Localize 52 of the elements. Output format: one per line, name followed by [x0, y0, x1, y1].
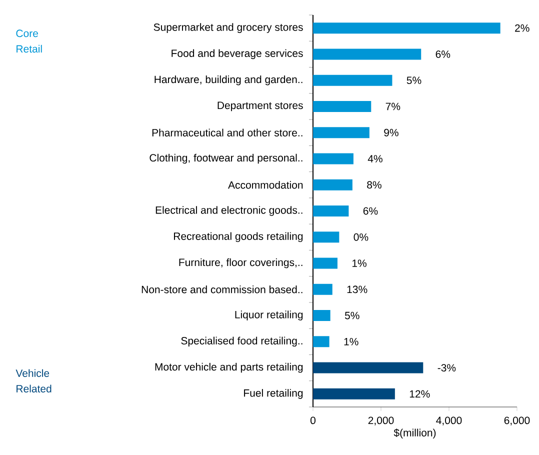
annotation: 6%: [436, 50, 450, 58]
bar: [313, 205, 349, 216]
bar: [313, 179, 352, 190]
annotation: 9%: [384, 128, 398, 136]
y-tick-label: Pharmaceutical and other store..: [152, 128, 302, 136]
y-tick-label: Liquor retailing: [235, 310, 303, 320]
bar: [313, 48, 422, 60]
x-tick-label: 0: [310, 416, 316, 424]
bar: [313, 362, 424, 374]
annotation: 1%: [344, 338, 358, 346]
annotation: 7%: [386, 102, 400, 110]
bar: [313, 310, 330, 322]
text: Core Retail: [16, 30, 42, 53]
y-tick-label: Hardware, building and garden..: [154, 75, 302, 86]
bar: [313, 100, 372, 112]
bar: [313, 284, 332, 295]
y-tick-label: Department stores: [218, 102, 303, 112]
annotation: 5%: [344, 312, 360, 320]
bar: [313, 232, 340, 243]
annotation: 8%: [367, 181, 382, 189]
x-tick-label: 6,000: [504, 416, 530, 426]
x-tick-label: 4,000: [436, 416, 462, 426]
bar: [313, 127, 370, 138]
y-tick-label: Recreational goods retailing: [174, 232, 303, 242]
bar: [313, 336, 330, 348]
annotation: 2%: [515, 24, 530, 32]
y-tick-label: Furniture, floor coverings,..: [179, 258, 302, 268]
y-tick-label: Clothing, footwear and personal..: [150, 154, 302, 164]
y-tick-label: Non-store and commission based..: [142, 286, 302, 294]
y-tick-label: Accommodation: [228, 181, 303, 189]
annotation: 12%: [410, 390, 430, 398]
annotation: 13%: [347, 286, 368, 294]
bar: [313, 22, 500, 34]
annotation: 0%: [354, 233, 368, 241]
y-tick-label: Food and beverage services: [172, 49, 303, 60]
text: Vehicle Related: [16, 369, 52, 392]
annotation: 5%: [406, 76, 422, 84]
annotation: 6%: [363, 207, 378, 215]
bar: [313, 388, 395, 400]
y-tick-label: Electrical and electronic goods..: [156, 206, 302, 216]
y-tick-label: Motor vehicle and parts retailing: [155, 362, 303, 373]
y-tick-label: Fuel retailing: [244, 389, 303, 399]
y-tick-label: Supermarket and grocery stores: [154, 23, 303, 33]
x-axis-title: $(million): [394, 428, 436, 439]
bar: [313, 74, 392, 86]
bar: [313, 258, 338, 269]
y-tick-label: Specialised food retailing..: [181, 336, 302, 347]
annotation: -3%: [438, 364, 456, 372]
x-tick-label: 2,000: [368, 416, 394, 426]
bar: [313, 153, 354, 164]
annotation: 1%: [352, 260, 366, 267]
annotation: 4%: [368, 155, 382, 162]
